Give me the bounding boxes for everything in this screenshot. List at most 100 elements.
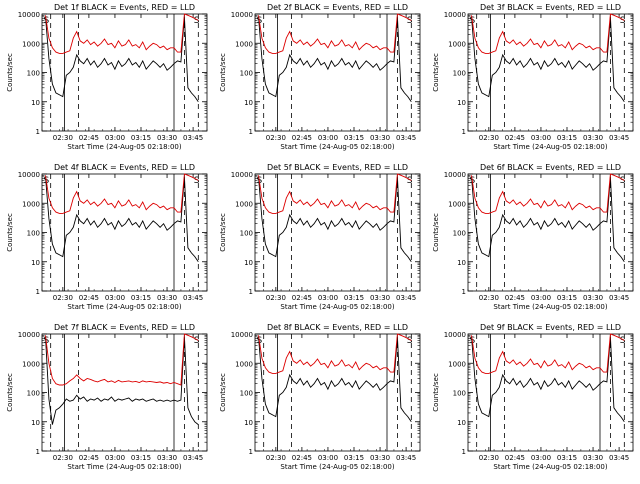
- chart-panel: Det 7f BLACK = Events, RED = LLD 1 10 100 10…: [6, 323, 208, 471]
- series-line-events: [45, 16, 199, 103]
- x-tick-label: 02:45: [79, 134, 99, 142]
- y-tick-label: 1000: [235, 360, 253, 368]
- y-tick-label: 1: [36, 128, 40, 136]
- x-tick-label: 03:30: [157, 454, 177, 462]
- y-tick-label: 10: [244, 99, 253, 107]
- chart-title: Det 9f BLACK = Events, RED = LLD: [480, 323, 621, 332]
- y-tick-label: 1: [36, 448, 40, 456]
- y-tick-label: 1: [249, 128, 253, 136]
- plot-frame: [467, 173, 634, 292]
- x-tick-label: 03:00: [105, 294, 125, 302]
- y-axis-label: Counts/sec: [6, 53, 14, 92]
- x-tick-label: 03:15: [344, 134, 364, 142]
- x-tick-label: 03:15: [131, 454, 151, 462]
- chart-panel: Det 1f BLACK = Events, RED = LLD 1 10 100 10…: [6, 3, 208, 151]
- y-tick-label: 1: [462, 448, 466, 456]
- y-axis-label: Counts/sec: [432, 373, 440, 412]
- plot-frame: [254, 333, 421, 452]
- chart-panel: Det 2f BLACK = Events, RED = LLD 1 10 100 10…: [219, 3, 421, 151]
- x-tick-label: 03:00: [531, 454, 551, 462]
- x-axis-label: Start Time (24-Aug-05 02:18:00): [493, 463, 607, 471]
- chart-panel: Det 9f BLACK = Events, RED = LLD 1 10 100 10…: [432, 323, 634, 471]
- y-tick-label: 10: [457, 419, 466, 427]
- x-tick-label: 03:30: [370, 454, 390, 462]
- y-tick-label: 10: [244, 259, 253, 267]
- marker-label: S: [620, 336, 626, 346]
- x-tick-label: 02:45: [79, 294, 99, 302]
- y-tick-label: 10000: [444, 171, 466, 179]
- x-tick-label: 02:45: [505, 454, 525, 462]
- y-tick-label: 1000: [448, 360, 466, 368]
- x-tick-label: 03:45: [183, 454, 203, 462]
- x-tick-label: 02:30: [53, 134, 73, 142]
- chart-title: Det 2f BLACK = Events, RED = LLD: [267, 3, 408, 12]
- x-tick-label: 02:45: [505, 294, 525, 302]
- chart-title: Det 1f BLACK = Events, RED = LLD: [54, 3, 195, 12]
- chart-panel: Det 6f BLACK = Events, RED = LLD 1 10 100 10…: [432, 163, 634, 311]
- x-tick-label: 03:00: [531, 294, 551, 302]
- series-line-lld: [471, 173, 625, 214]
- x-tick-label: 03:00: [318, 134, 338, 142]
- y-tick-label: 100: [453, 390, 466, 398]
- y-tick-label: 10000: [231, 331, 253, 339]
- series-line-lld: [471, 13, 625, 54]
- series-line-lld: [258, 173, 412, 214]
- x-tick-label: 03:00: [105, 454, 125, 462]
- x-tick-label: 02:30: [479, 134, 499, 142]
- x-tick-label: 03:15: [344, 454, 364, 462]
- marker-label: S: [407, 176, 413, 186]
- y-tick-label: 10000: [18, 11, 40, 19]
- x-tick-label: 02:45: [292, 134, 312, 142]
- chart-panel: Det 3f BLACK = Events, RED = LLD 1 10 100 10…: [432, 3, 634, 151]
- y-axis-label: Counts/sec: [6, 213, 14, 252]
- x-tick-label: 02:45: [505, 134, 525, 142]
- x-tick-label: 03:00: [105, 134, 125, 142]
- x-tick-label: 03:45: [396, 294, 416, 302]
- y-axis-label: Counts/sec: [432, 213, 440, 252]
- x-tick-label: 03:15: [557, 454, 577, 462]
- x-tick-label: 03:45: [609, 134, 629, 142]
- y-axis-label: Counts/sec: [6, 373, 14, 412]
- x-axis-label: Start Time (24-Aug-05 02:18:00): [280, 463, 394, 471]
- y-tick-label: 100: [27, 390, 40, 398]
- x-axis-label: Start Time (24-Aug-05 02:18:00): [280, 303, 394, 311]
- x-axis-label: Start Time (24-Aug-05 02:18:00): [493, 143, 607, 151]
- series-line-lld: [258, 13, 412, 54]
- marker-label: S: [194, 336, 200, 346]
- y-tick-label: 1: [249, 288, 253, 296]
- x-axis-label: Start Time (24-Aug-05 02:18:00): [67, 463, 181, 471]
- x-tick-label: 03:30: [583, 454, 603, 462]
- series-line-lld: [471, 333, 625, 374]
- series-line-lld: [45, 333, 199, 386]
- plot-frame: [254, 13, 421, 132]
- y-tick-label: 1: [462, 288, 466, 296]
- marker-label: S: [407, 336, 413, 346]
- x-tick-label: 03:30: [583, 134, 603, 142]
- x-tick-label: 02:45: [79, 454, 99, 462]
- marker-label: S: [620, 176, 626, 186]
- x-tick-label: 02:30: [266, 294, 286, 302]
- y-tick-label: 1000: [448, 200, 466, 208]
- y-tick-label: 10000: [444, 11, 466, 19]
- marker-label: S: [620, 16, 626, 26]
- x-axis-label: Start Time (24-Aug-05 02:18:00): [67, 143, 181, 151]
- x-axis-label: Start Time (24-Aug-05 02:18:00): [67, 303, 181, 311]
- x-tick-label: 03:00: [318, 454, 338, 462]
- series-line-events: [471, 336, 625, 423]
- x-tick-label: 03:45: [396, 454, 416, 462]
- y-tick-label: 100: [453, 230, 466, 238]
- y-tick-label: 10: [457, 99, 466, 107]
- x-tick-label: 03:15: [344, 294, 364, 302]
- chart-title: Det 8f BLACK = Events, RED = LLD: [267, 323, 408, 332]
- series-line-events: [45, 336, 199, 425]
- x-tick-label: 03:30: [583, 294, 603, 302]
- y-tick-label: 10: [244, 419, 253, 427]
- series-line-events: [258, 336, 412, 423]
- marker-label: S: [407, 16, 413, 26]
- x-tick-label: 03:45: [183, 134, 203, 142]
- y-tick-label: 10000: [444, 331, 466, 339]
- y-tick-label: 10000: [231, 11, 253, 19]
- y-axis-label: Counts/sec: [219, 373, 227, 412]
- series-line-events: [471, 176, 625, 263]
